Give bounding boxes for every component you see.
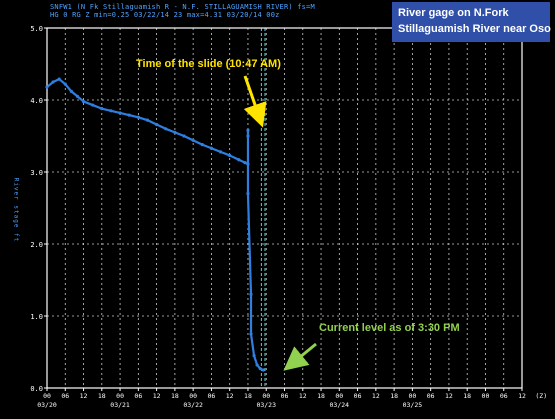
stage-data-point (57, 77, 61, 81)
stage-data-point (63, 82, 67, 86)
x-hour-label: 12 (445, 392, 453, 400)
grid-layer (47, 28, 522, 388)
series-layer (45, 77, 265, 372)
stage-data-point (164, 127, 168, 131)
title-line2: Stillaguamish River near Oso (398, 23, 551, 35)
stage-data-point (145, 118, 150, 122)
title-line1: River gage on N.Fork (398, 7, 509, 19)
x-date-label: 03/22 (183, 401, 203, 409)
stage-data-point (127, 113, 131, 117)
stage-data-point (209, 146, 214, 150)
stage-data-point (109, 109, 113, 113)
stage-data-point (136, 115, 140, 119)
stage-data-point (255, 363, 259, 367)
y-axis-label: River stage ft (12, 177, 20, 243)
stage-data-point (191, 138, 195, 142)
stage-data-point (246, 134, 250, 138)
current-level-annotation: Current level as of 3:30 PM (319, 322, 460, 334)
x-hour-label: 12 (372, 392, 380, 400)
y-tick-label: 5.0 (30, 25, 43, 33)
x-hour-label: 06 (281, 392, 289, 400)
x-date-label: 03/23 (256, 401, 276, 409)
x-hour-label: 12 (80, 392, 88, 400)
stage-data-point (200, 143, 204, 147)
x-hour-label: (Z) (535, 392, 547, 400)
stage-data-point (51, 80, 55, 84)
x-date-label: 03/21 (110, 401, 130, 409)
x-hour-label: 06 (61, 392, 69, 400)
x-hour-label: 06 (500, 392, 508, 400)
y-tick-label: 4.0 (30, 97, 43, 105)
x-hour-label: 06 (134, 392, 142, 400)
stage-data-point (75, 94, 80, 98)
x-hour-label: 00 (189, 392, 197, 400)
x-hour-label: 12 (226, 392, 234, 400)
x-hour-label: 00 (482, 392, 490, 400)
x-date-label: 03/24 (330, 401, 350, 409)
x-hour-label: 18 (390, 392, 398, 400)
stage-data-point (173, 130, 177, 134)
stage-data-point (261, 368, 265, 372)
stage-data-point (243, 161, 247, 165)
station-header-line2: HG 0 RG Z min=0.25 03/22/14 23 max=4.31 … (50, 11, 280, 19)
x-hour-label: 18 (463, 392, 471, 400)
stage-data-point (118, 111, 122, 115)
y-tick-label: 2.0 (30, 241, 43, 249)
title-box: River gage on N.Fork Stillaguamish River… (392, 2, 551, 42)
stage-data-point (100, 107, 104, 111)
current-arrow (283, 342, 317, 371)
x-hour-label: 06 (208, 392, 216, 400)
stage-data-point (182, 134, 186, 138)
stage-data-point (252, 354, 256, 358)
y-tick-label: 3.0 (30, 169, 43, 177)
stage-data-point (246, 128, 250, 132)
stage-data-point (258, 366, 262, 371)
y-tick-label: 0.0 (30, 385, 43, 393)
stage-data-point (155, 122, 159, 127)
stage-data-point (246, 162, 250, 166)
stage-data-point (249, 332, 253, 336)
stage-data-point (91, 103, 95, 107)
x-date-label: 03/25 (403, 401, 423, 409)
stage-data-point (45, 85, 49, 89)
x-hour-label: 12 (518, 392, 526, 400)
x-hour-label: 18 (98, 392, 106, 400)
station-header-line1: SNFW1 (N Fk Stillaguamish R - N.F. STILL… (50, 3, 315, 11)
slide-arrow (243, 75, 267, 128)
x-hour-label: 12 (299, 392, 307, 400)
x-hour-label: 06 (354, 392, 362, 400)
stage-data-point (228, 153, 232, 158)
stage-data-point (249, 292, 253, 296)
x-hour-label: 00 (262, 392, 270, 400)
stage-data-point (218, 150, 223, 154)
stage-data-point (246, 192, 250, 196)
axis-layer: 0.0 1.0 2.0 3.0 4.0 5.0 00 06 12 18 00 06 12 18 00 06 12… (30, 25, 547, 409)
x-hour-label: 18 (244, 392, 252, 400)
stage-series-line (46, 78, 264, 371)
x-hour-label: 18 (171, 392, 179, 400)
x-hour-label: 00 (43, 392, 51, 400)
x-hour-label: 12 (153, 392, 161, 400)
stage-data-point (69, 89, 73, 93)
arrow-layer (243, 75, 317, 371)
slide-annotation: Time of the slide (10:47 AM) (136, 58, 281, 70)
x-hour-label: 18 (317, 392, 325, 400)
x-hour-label: 00 (408, 392, 416, 400)
x-hour-label: 06 (427, 392, 435, 400)
x-hour-label: 00 (335, 392, 343, 400)
stage-data-point (237, 158, 241, 162)
x-date-label: 03/20 (37, 401, 57, 409)
stage-data-point (81, 99, 86, 104)
x-hour-label: 00 (116, 392, 124, 400)
y-tick-label: 1.0 (30, 313, 43, 321)
